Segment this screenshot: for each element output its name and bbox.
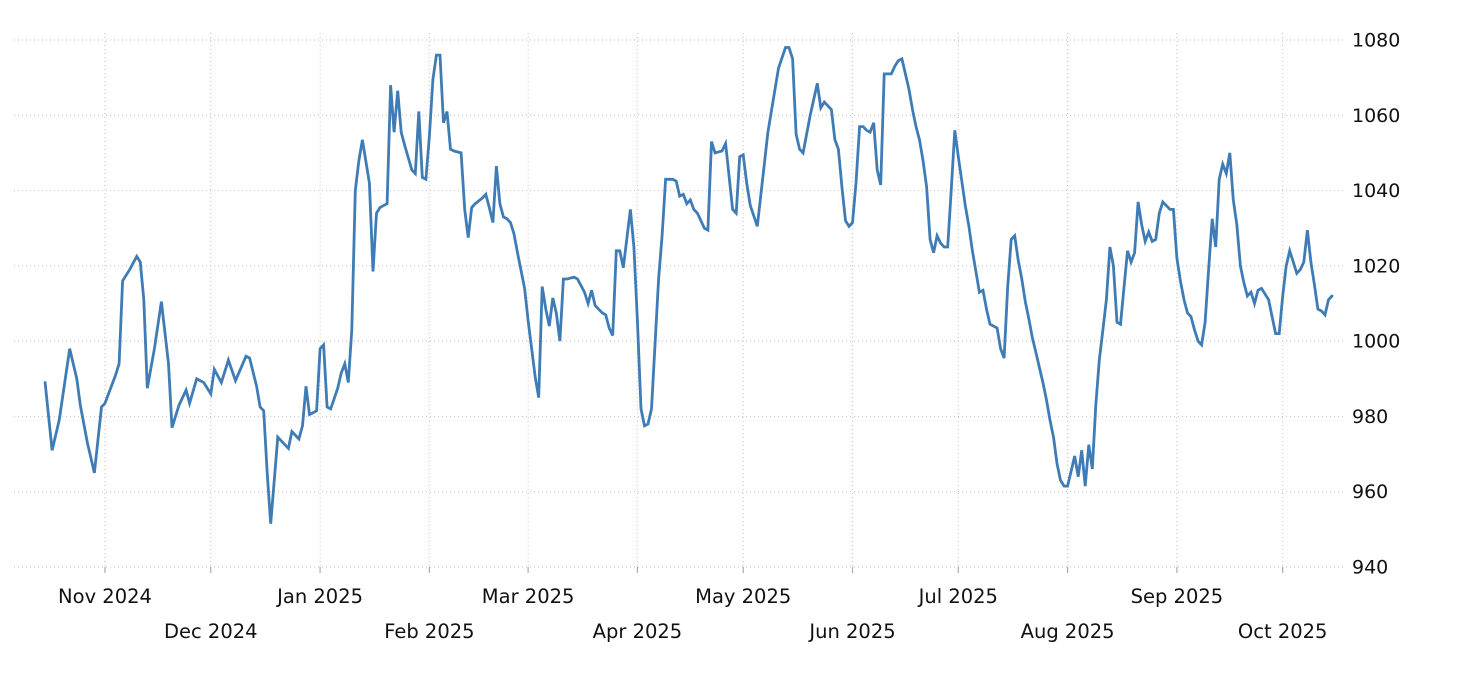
x-tick-label: Apr 2025 [593, 620, 683, 643]
x-tick-label: Oct 2025 [1238, 620, 1328, 643]
x-tick-label: May 2025 [695, 585, 791, 608]
x-tick-label: Dec 2024 [164, 620, 258, 643]
y-tick-label: 1040 [1352, 180, 1400, 202]
y-tick-label: 1080 [1352, 29, 1400, 51]
x-tick-label: Feb 2025 [384, 620, 474, 643]
x-tick-label: Jan 2025 [275, 585, 363, 608]
x-tick-label: Jul 2025 [917, 585, 998, 608]
x-tick-label: Jun 2025 [807, 620, 895, 643]
y-tick-label: 940 [1352, 557, 1388, 579]
x-tick-label: Aug 2025 [1021, 620, 1115, 643]
price-line [43, 46, 1334, 524]
x-tick-label: Mar 2025 [482, 585, 575, 608]
y-tick-label: 1020 [1352, 255, 1400, 277]
y-tick-label: 1000 [1352, 331, 1400, 353]
y-tick-label: 1060 [1352, 105, 1400, 127]
x-tick-label: Nov 2024 [58, 585, 152, 608]
y-tick-label: 960 [1352, 481, 1388, 503]
y-tick-label: 980 [1352, 406, 1388, 428]
x-tick-label: Sep 2025 [1131, 585, 1224, 608]
